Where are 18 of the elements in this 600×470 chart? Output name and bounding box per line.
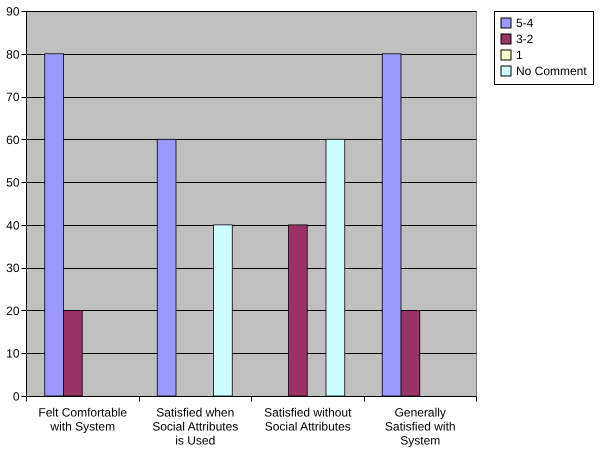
y-tick-label: 10: [6, 346, 20, 361]
y-tick-label: 60: [6, 132, 20, 147]
y-tick-label: 50: [6, 176, 20, 190]
legend-label: 5-4: [516, 16, 534, 30]
x-tick-label: Felt Comfortable with System: [38, 406, 128, 434]
x-tick-label: Satisfied when Social Attributes is Used: [152, 406, 238, 448]
y-tick-label: 40: [6, 218, 20, 232]
legend-label: 3-2: [516, 32, 534, 46]
y-tick-label: 80: [6, 47, 20, 62]
x-tick-label: Satisfied without Social Attributes: [264, 406, 352, 434]
y-tick-label: 20: [6, 304, 20, 318]
legend-label: 1: [516, 48, 523, 62]
y-tick-label: 70: [6, 90, 20, 104]
x-tick-label: Generally Satisfied with System: [384, 406, 456, 448]
y-tick-label: 0: [12, 390, 20, 404]
y-tick-label: 30: [6, 261, 20, 276]
legend-label: No Comment: [516, 64, 588, 78]
y-tick-label: 90: [6, 4, 20, 18]
